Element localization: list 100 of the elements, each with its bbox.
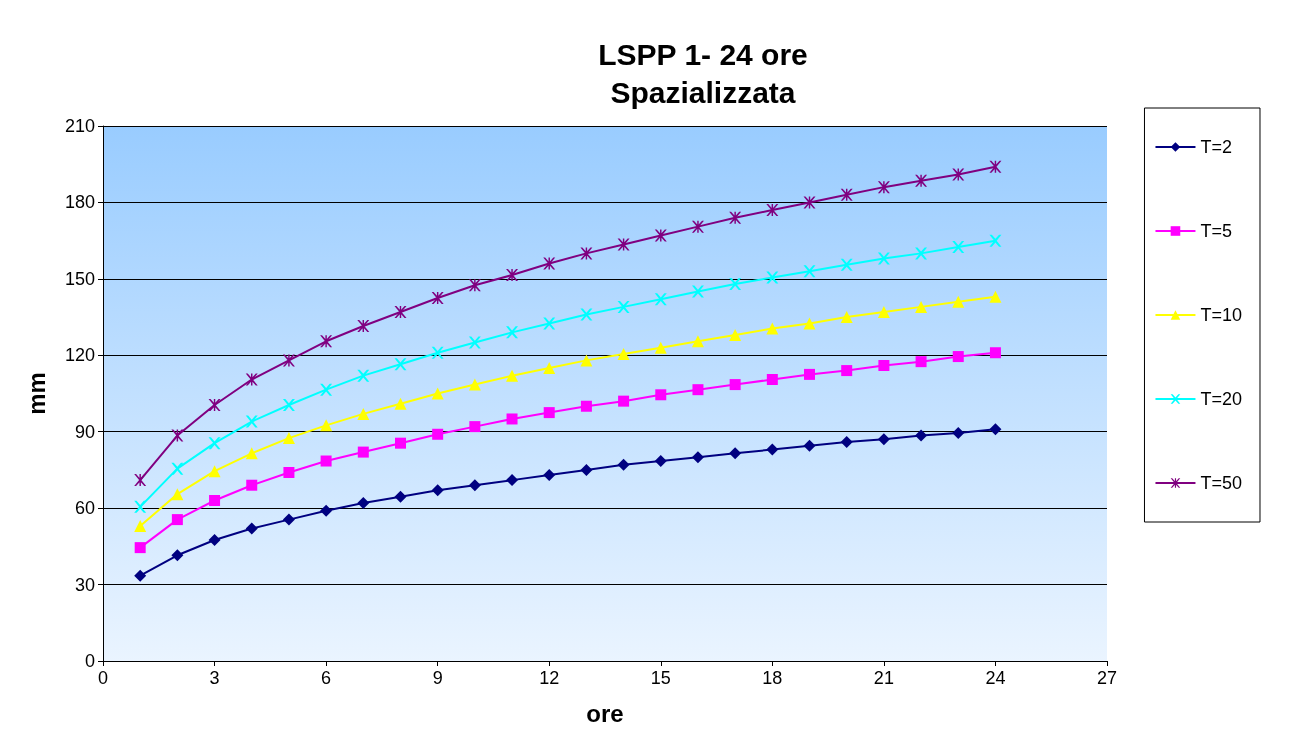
- y-tick-label: 120: [64, 345, 95, 366]
- y-tick-label: 60: [74, 498, 95, 519]
- y-tick-label: 180: [64, 192, 95, 213]
- x-tick-label: 15: [650, 668, 671, 688]
- point: [282, 432, 295, 445]
- point: [877, 433, 890, 446]
- y-tick-label: 150: [64, 268, 95, 289]
- point: [618, 395, 630, 407]
- point: [915, 174, 928, 187]
- chart-title: LSPP 1- 24 ore Spazializzata: [598, 37, 808, 109]
- x-tick-label: 3: [209, 668, 220, 688]
- point: [915, 429, 928, 442]
- point: [134, 474, 147, 487]
- point: [171, 488, 184, 501]
- point: [989, 423, 1002, 436]
- point: [617, 458, 630, 471]
- point: [357, 407, 370, 420]
- point: [654, 455, 667, 468]
- point: [654, 341, 667, 354]
- point: [134, 519, 147, 532]
- point: [171, 514, 183, 526]
- point: [766, 322, 779, 335]
- x-tick-label: 21: [873, 668, 894, 688]
- point: [394, 397, 407, 410]
- legend-label: T=10: [1200, 305, 1242, 325]
- point: [468, 279, 481, 292]
- point: [803, 317, 816, 330]
- x-tick-label: 6: [321, 668, 332, 688]
- point: [952, 351, 964, 363]
- x-tick-label: 0: [97, 668, 109, 688]
- x-tick-label: 24: [985, 668, 1006, 688]
- point: [543, 407, 555, 419]
- point: [432, 428, 444, 440]
- legend-label: T=2: [1200, 137, 1232, 157]
- point: [245, 522, 258, 535]
- point: [208, 465, 221, 478]
- point: [654, 293, 667, 306]
- y-tick-label: 90: [74, 421, 95, 442]
- point: [877, 252, 890, 265]
- point: [691, 451, 704, 464]
- point: [543, 469, 556, 482]
- y-tick-label: 30: [74, 574, 95, 595]
- point: [691, 285, 704, 298]
- point: [468, 479, 481, 492]
- point: [729, 277, 742, 290]
- point: [506, 269, 519, 282]
- point: [208, 437, 221, 450]
- point: [691, 335, 704, 348]
- point: [952, 426, 965, 439]
- point: [729, 447, 742, 460]
- point: [208, 398, 221, 411]
- x-axis-title: ore: [586, 699, 624, 727]
- point: [506, 369, 519, 382]
- point: [580, 400, 592, 412]
- point: [580, 308, 593, 321]
- point: [282, 398, 295, 411]
- point: [691, 220, 704, 233]
- legend-label: T=20: [1200, 389, 1242, 409]
- point: [506, 474, 519, 487]
- point: [320, 419, 333, 432]
- point: [840, 258, 853, 271]
- point: [543, 362, 556, 375]
- point: [320, 335, 333, 348]
- legend-label: T=50: [1200, 473, 1242, 493]
- point: [320, 383, 333, 396]
- point: [468, 336, 481, 349]
- x-tick-label: 12: [539, 668, 560, 688]
- point: [878, 359, 890, 371]
- point: [506, 326, 519, 339]
- x-tick-label: 9: [432, 668, 443, 688]
- x-tick-label: 18: [762, 668, 783, 688]
- point: [543, 317, 556, 330]
- point: [394, 437, 406, 449]
- point: [208, 533, 221, 546]
- point: [729, 211, 742, 224]
- y-tick-label: 0: [84, 651, 95, 671]
- point: [171, 549, 184, 562]
- point: [320, 504, 333, 517]
- y-tick-label: 210: [64, 116, 95, 136]
- point: [877, 181, 890, 194]
- point: [134, 542, 146, 554]
- point: [766, 373, 778, 385]
- point: [320, 455, 332, 467]
- point: [877, 305, 890, 318]
- point: [357, 369, 370, 382]
- point: [431, 484, 444, 497]
- point: [915, 356, 927, 368]
- point: [989, 290, 1002, 303]
- point: [245, 447, 258, 460]
- point: [171, 462, 184, 475]
- point: [952, 295, 965, 308]
- point: [989, 347, 1001, 359]
- point: [357, 497, 370, 510]
- point: [394, 305, 407, 318]
- point: [952, 241, 965, 254]
- point: [729, 379, 741, 391]
- point: [245, 415, 258, 428]
- point: [580, 463, 593, 476]
- point: [840, 311, 853, 324]
- point: [692, 384, 704, 396]
